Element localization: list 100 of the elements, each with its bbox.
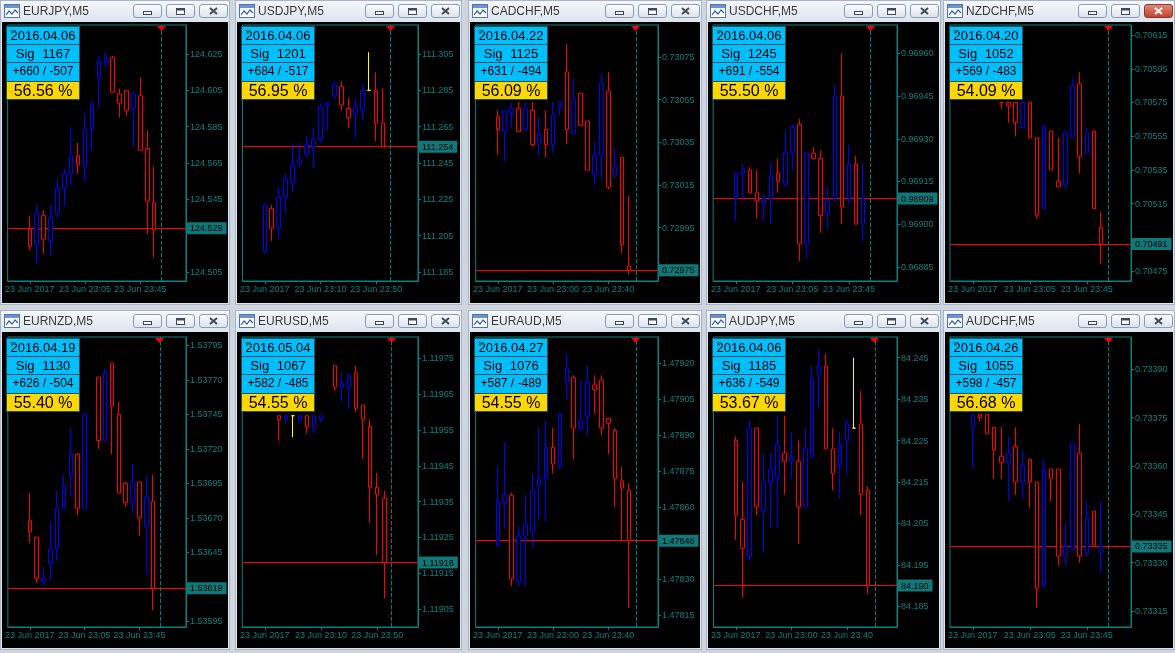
candlestick: [565, 43, 569, 145]
candlestick: [62, 474, 66, 509]
candlestick: [1028, 101, 1032, 139]
candlestick: [1020, 449, 1025, 499]
annotation: Sig 1201: [250, 45, 306, 61]
candlestick: [137, 481, 142, 537]
candlestick: [741, 163, 745, 200]
candlestick: [48, 204, 53, 257]
candlestick: [269, 204, 274, 242]
candlestick: [138, 77, 143, 151]
candlestick: [28, 492, 32, 544]
x-tick-label: 23 Jun 23:05: [766, 283, 819, 294]
candlestick: [375, 472, 379, 556]
x-tick-label: 23 Jun 23:45: [113, 629, 166, 640]
candlestick: [613, 148, 617, 180]
y-tick-label: 0.73035: [662, 137, 695, 148]
candlestick: [353, 98, 358, 139]
candlestick: [117, 401, 121, 494]
x-tick-label: 23 Jun 23:45: [822, 283, 875, 294]
annotation: 2016.04.06: [716, 28, 782, 43]
y-tick-label: 1.11905: [422, 604, 454, 615]
y-tick-label: 0.70535: [1135, 164, 1168, 175]
y-tick-label: 1.11965: [422, 389, 454, 400]
candlestick: [734, 435, 738, 541]
x-tick-label: 23 Jun 23:05: [1003, 283, 1056, 294]
candlestick: [311, 126, 316, 169]
annotation: +636 / -549: [718, 376, 780, 390]
candlestick: [1077, 71, 1082, 174]
candlestick: [985, 413, 989, 435]
x-tick-label: 23 Jun 2017: [711, 283, 761, 294]
candlestick: [537, 116, 541, 156]
candlestick: [1049, 468, 1053, 502]
y-tick-label: 1.11915: [422, 568, 454, 579]
y-tick-label: 84.245: [901, 352, 929, 363]
ref-line-label: 0.72975: [662, 265, 695, 276]
y-tick-label: 124.545: [190, 194, 223, 205]
ref-line-label: 0.70491: [1135, 238, 1168, 249]
annotation: 2016.04.06: [245, 28, 311, 43]
y-tick-label: 1.53695: [190, 478, 223, 489]
candlestick: [754, 427, 759, 516]
candlestick: [796, 440, 801, 545]
ref-line-label: 1.53619: [190, 583, 223, 594]
chart-title: NZDCHF,M5: [966, 4, 1034, 18]
annotation: 55.40 %: [13, 393, 73, 411]
y-tick-label: 111.285: [422, 85, 454, 96]
annotation: 54.55 %: [481, 393, 541, 411]
candlestick: [83, 113, 87, 182]
y-tick-label: 0.70555: [1135, 131, 1168, 142]
candlestick: [496, 465, 500, 547]
x-tick-label: 23 Jun 23:45: [1060, 629, 1113, 640]
chart-title: EURAUD,M5: [491, 314, 562, 328]
y-tick-label: 0.73015: [662, 180, 695, 190]
y-tick-label: 0.96960: [901, 48, 934, 59]
candlestick: [768, 452, 773, 529]
candlestick: [845, 419, 849, 475]
annotation: 2016.04.26: [953, 340, 1019, 355]
candlestick: [1099, 500, 1103, 573]
x-tick-label: 23 Jun 2017: [948, 283, 998, 294]
y-tick-label: 1.53770: [190, 374, 223, 385]
annotation: 2016.04.06: [716, 340, 782, 355]
y-tick-label: 1.11945: [422, 460, 454, 471]
y-tick-label: 0.96915: [901, 176, 934, 187]
annotation: +691 / -554: [718, 64, 780, 78]
candlestick: [1035, 137, 1039, 220]
candlestick: [103, 368, 107, 442]
y-tick-label: 84.235: [901, 394, 929, 405]
chart-title: AUDCHF,M5: [966, 314, 1035, 328]
annotation: 2016.04.06: [10, 28, 76, 43]
candlestick: [789, 431, 794, 479]
candlestick: [599, 73, 604, 180]
y-tick-label: 1.47905: [662, 394, 695, 405]
annotation: 2016.04.19: [10, 340, 76, 355]
annotation: 54.55 %: [248, 393, 308, 411]
candlestick: [530, 101, 535, 148]
candlestick: [76, 142, 80, 175]
y-tick-label: 0.96930: [901, 133, 934, 144]
candlestick: [811, 146, 816, 160]
ref-line-label: 0.96909: [901, 193, 934, 204]
x-tick-label: 23 Jun 23:00: [527, 629, 580, 640]
x-tick-label: 23 Jun 23:05: [59, 283, 112, 294]
x-tick-label: 23 Jun 23:05: [58, 629, 111, 640]
y-tick-label: 1.11955: [422, 425, 454, 436]
candlestick: [276, 186, 281, 240]
x-tick-label: 23 Jun 2017: [473, 283, 523, 294]
candlestick: [333, 365, 337, 392]
candlestick: [516, 525, 521, 587]
y-tick-label: 0.73375: [1135, 412, 1168, 423]
ref-line-label: 1.47846: [662, 535, 695, 546]
y-tick-label: 0.70615: [1135, 30, 1168, 41]
candlestick: [1063, 128, 1068, 189]
candlestick: [325, 102, 330, 131]
candlestick: [1063, 523, 1068, 567]
y-tick-label: 1.47875: [662, 466, 695, 477]
candlestick: [783, 129, 788, 188]
candlestick: [803, 427, 808, 508]
candlestick: [1049, 130, 1053, 171]
candlestick: [551, 427, 555, 475]
candlestick: [747, 419, 752, 562]
candlestick: [1070, 76, 1075, 137]
annotation: Sig 1067: [250, 357, 306, 373]
